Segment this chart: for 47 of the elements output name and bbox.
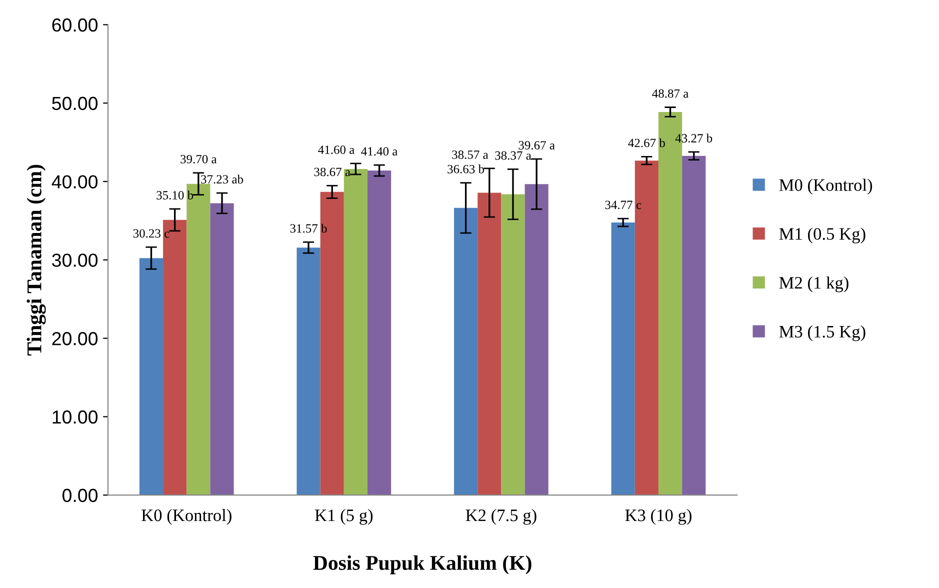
bar (611, 222, 635, 496)
legend-label: M2 (1 kg) (779, 276, 848, 292)
x-axis-title: Dosis Pupuk Kalium (K) (313, 555, 532, 574)
x-tick-label: K2 (7.5 g) (466, 508, 536, 525)
bar (368, 170, 392, 496)
data-label: 36.63 b (448, 164, 484, 174)
y-tick-label: 50.00 (52, 96, 98, 110)
legend-label: M1 (0.5 Kg) (779, 228, 866, 244)
data-label: 38.37 a (495, 151, 532, 160)
data-label: 38.67 a (314, 168, 350, 176)
bar (501, 194, 525, 496)
data-label: 38.57 a (452, 150, 488, 159)
data-label: 42.67 b (628, 138, 665, 148)
data-label: 30.23 c (133, 229, 170, 238)
data-label: 37.23 ab (201, 174, 244, 184)
bar (682, 156, 706, 496)
bar (296, 248, 320, 496)
y-axis-title: Tinggi Tanaman (cm) (26, 164, 46, 356)
data-label: 31.57 b (290, 224, 327, 233)
x-tick-label: K3 (10 g) (625, 508, 692, 525)
x-tick-label: K1 (5 g) (314, 508, 373, 525)
bar (524, 184, 548, 496)
data-label: 41.40 a (361, 147, 398, 156)
bar (163, 220, 187, 496)
data-label: 39.70 a (180, 154, 217, 164)
y-tick-label: 40.00 (52, 175, 98, 188)
bar (320, 192, 344, 496)
y-tick-label: 0.00 (62, 488, 98, 502)
bar (210, 203, 234, 496)
data-label: 41.60 a (318, 146, 354, 154)
legend-label: M3 (1.5 Kg) (779, 325, 866, 342)
bar (478, 192, 502, 496)
x-tick-label: K0 (Kontrol) (142, 508, 232, 525)
bar (344, 168, 368, 496)
bar (454, 208, 478, 496)
y-tick-label: 20.00 (52, 332, 98, 346)
y-tick-label: 30.00 (52, 254, 98, 267)
y-tick-label: 10.00 (52, 410, 98, 424)
data-label: 48.87 a (652, 89, 688, 98)
data-label: 34.77 c (605, 200, 642, 210)
data-label: 39.67 a (518, 141, 555, 150)
bar (186, 184, 210, 496)
data-label: 35.10 b (156, 190, 194, 200)
bar (634, 160, 658, 496)
bar (139, 258, 164, 496)
y-tick-label: 60.00 (52, 18, 98, 32)
legend-label: M0 (Kontrol) (779, 178, 872, 194)
